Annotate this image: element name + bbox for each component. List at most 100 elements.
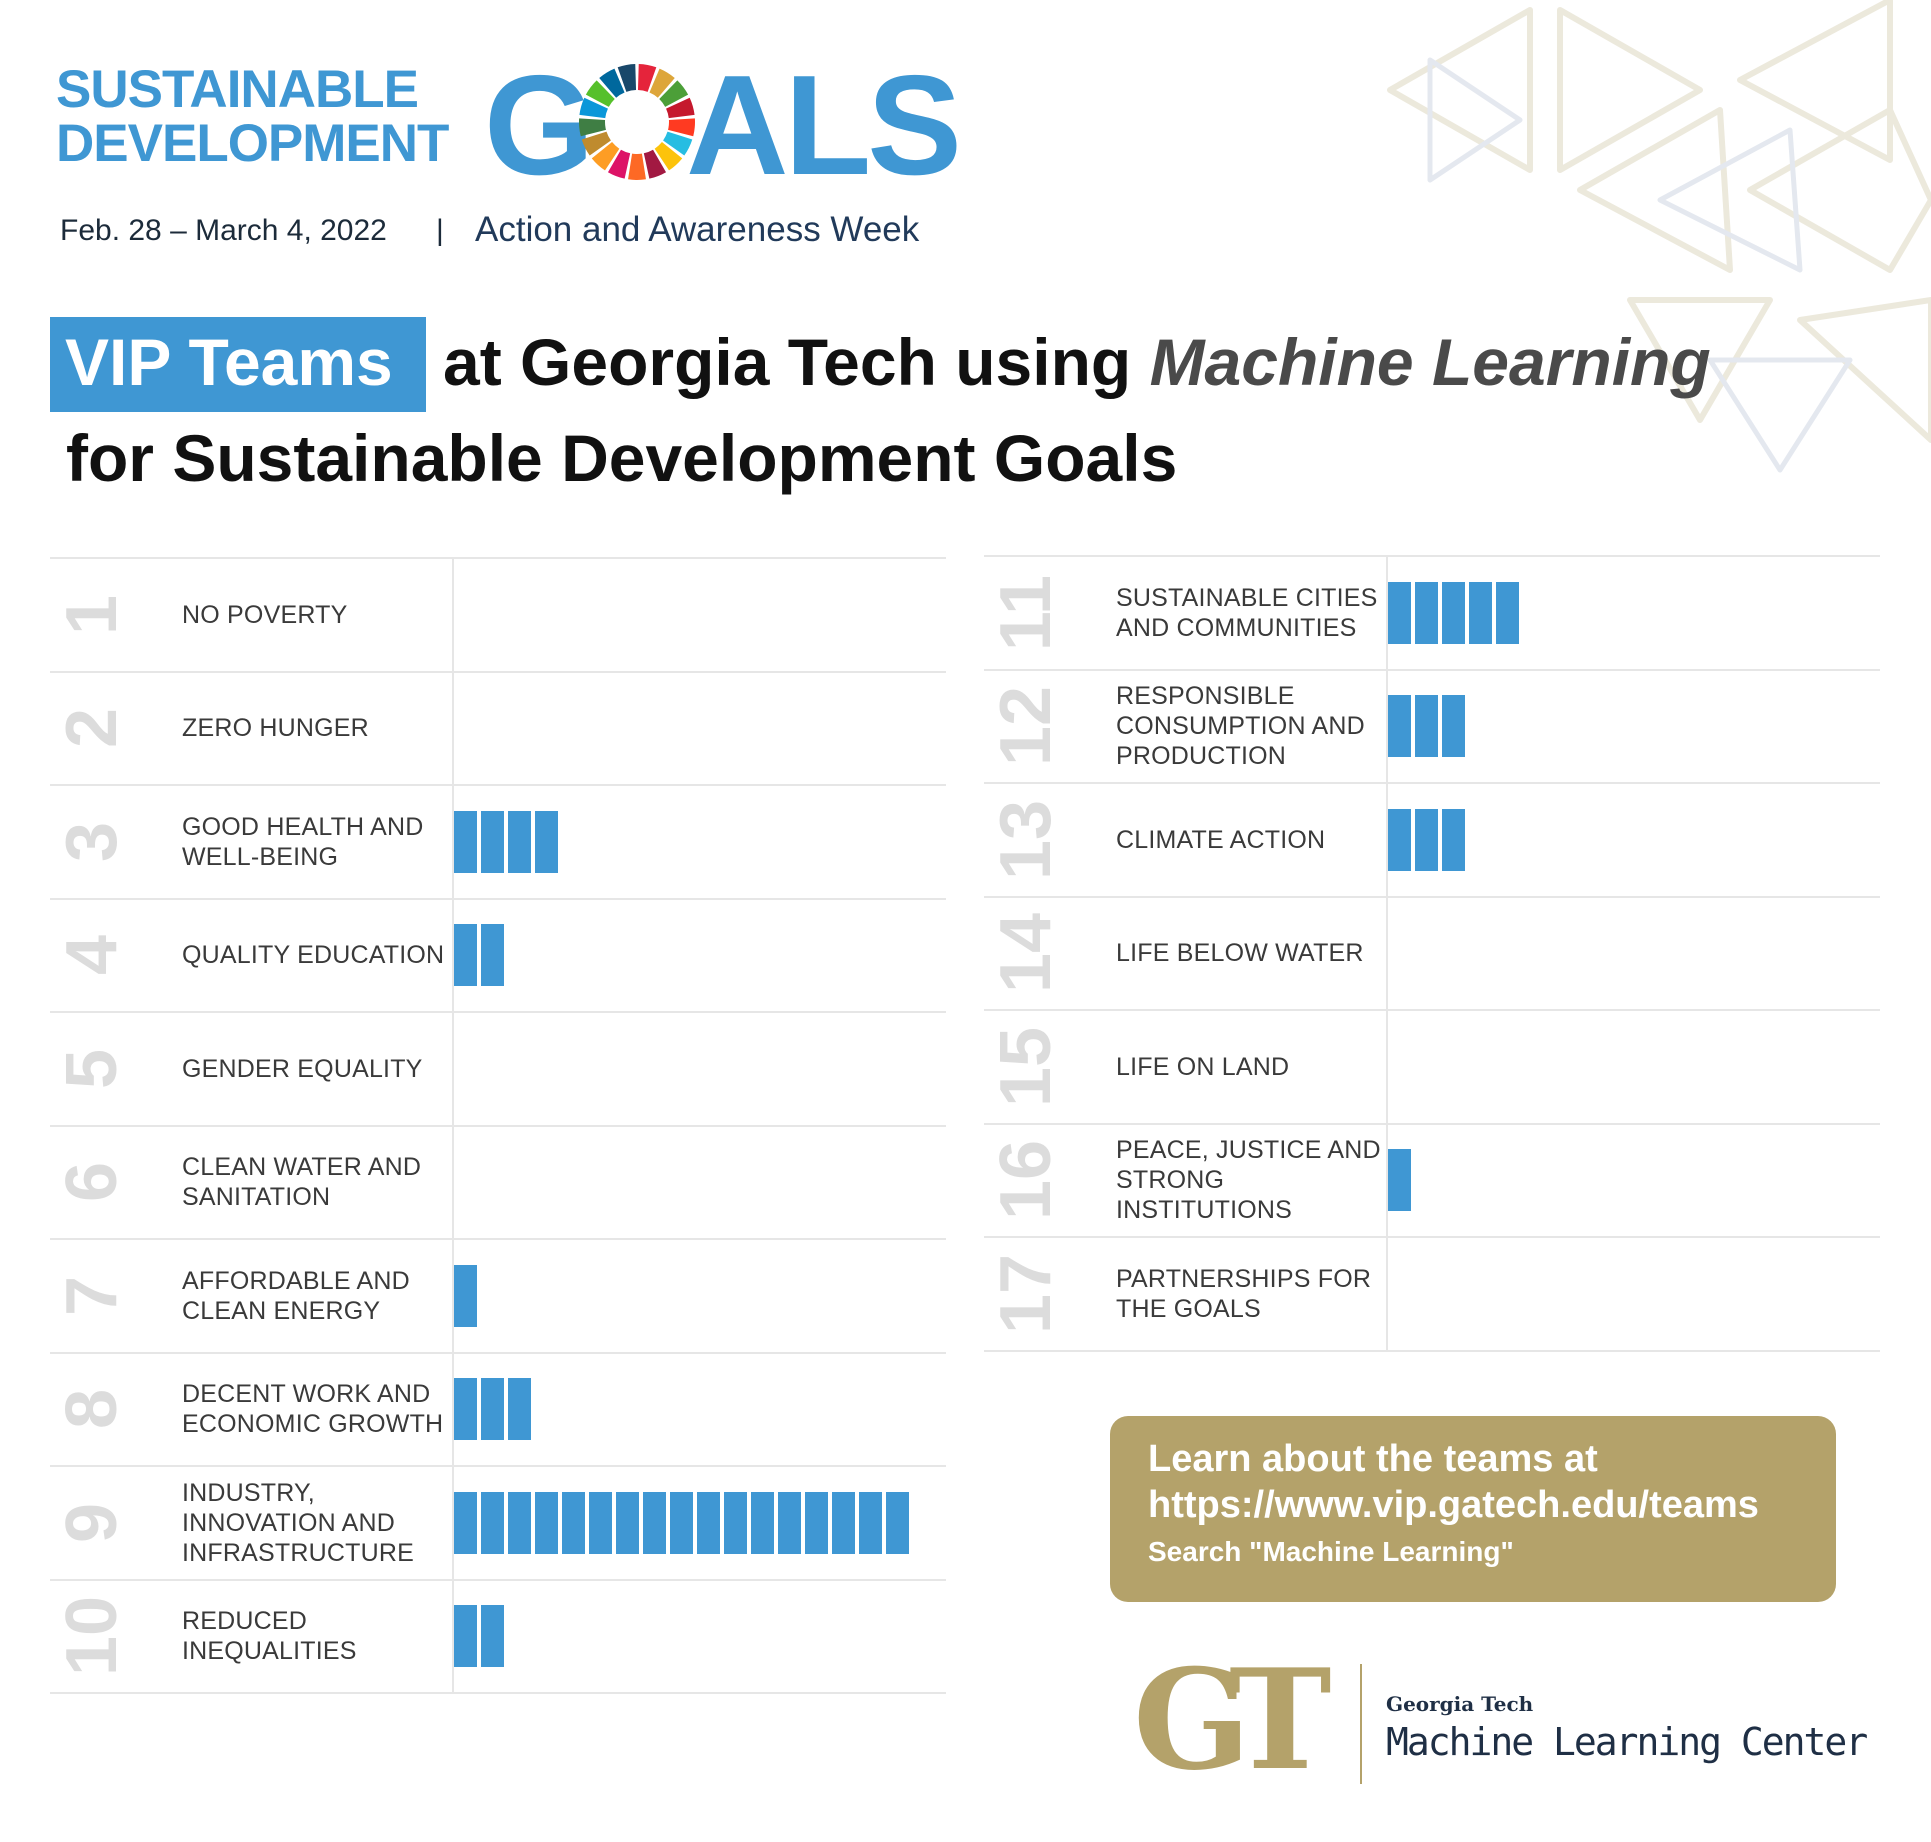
goals-table-left: 1 NO POVERTY 2 ZERO HUNGER 3 GOOD HEALTH AND … xyxy=(50,557,946,1694)
goal-bar-track xyxy=(452,672,948,784)
goal-row: 1 NO POVERTY xyxy=(50,557,946,673)
goal-bar-block xyxy=(1388,808,1413,871)
goal-bar-block xyxy=(1388,695,1413,758)
logo-goals-g: G xyxy=(484,46,594,205)
goal-number: 1 xyxy=(52,594,132,635)
goal-bar-track xyxy=(452,1580,948,1692)
goal-bar-block xyxy=(454,1491,479,1554)
goal-number: 17 xyxy=(986,1253,1066,1334)
goal-label: AFFORDABLE AND CLEAN ENERGY xyxy=(182,1266,410,1325)
wheel-segment xyxy=(617,64,637,92)
goal-label: NO POVERTY xyxy=(182,600,348,629)
page-title-line2: for Sustainable Development Goals xyxy=(66,421,1178,495)
goal-bar-block xyxy=(1442,808,1467,871)
goal-bar-block xyxy=(481,1491,506,1554)
sdg-color-wheel-icon xyxy=(578,64,696,181)
learn-more-box: Learn about the teams at https://www.vip… xyxy=(1110,1416,1836,1602)
goal-bar-block xyxy=(1442,581,1467,644)
wheel-segment xyxy=(654,142,683,171)
goal-bar-block xyxy=(508,810,533,873)
goal-bar-block xyxy=(454,1264,479,1327)
goal-bar-block xyxy=(1388,581,1413,644)
wheel-segment xyxy=(599,68,625,98)
goal-bar-track xyxy=(1386,557,1882,669)
goal-number: 3 xyxy=(52,821,132,862)
cta-line1: Learn about the teams at xyxy=(1148,1438,1598,1480)
wheel-segment xyxy=(659,80,689,107)
goal-bar-track xyxy=(1386,1011,1882,1123)
goal-bar-block xyxy=(670,1491,695,1554)
goal-bar-block xyxy=(1415,695,1440,758)
goal-row: 16 PEACE, JUSTICE AND STRONG INSTITUTIONS xyxy=(984,1124,1882,1238)
goal-number: 15 xyxy=(986,1026,1066,1107)
goal-row: 14 LIFE BELOW WATER xyxy=(984,897,1880,1011)
goal-bar-track xyxy=(452,1240,948,1352)
wheel-segment xyxy=(585,80,615,107)
wheel-segment xyxy=(643,149,667,179)
goal-bar-block xyxy=(481,1378,506,1441)
goal-bar-block xyxy=(535,810,560,873)
goal-bar-track xyxy=(452,786,948,898)
goal-number: 8 xyxy=(52,1389,132,1430)
goal-bar-track xyxy=(452,1467,948,1579)
goal-row: 8 DECENT WORK AND ECONOMIC GROWTH xyxy=(50,1353,948,1467)
goal-bar-track xyxy=(452,1126,948,1238)
wheel-segment xyxy=(579,97,608,119)
goal-bar-block xyxy=(589,1491,614,1554)
wheel-segment xyxy=(649,68,675,98)
goal-bar-block xyxy=(724,1491,749,1554)
title-emphasis: Machine Learning xyxy=(1149,325,1711,399)
goal-label: GENDER EQUALITY xyxy=(182,1054,423,1083)
cta-url-link[interactable]: https://www.vip.gatech.edu/teams xyxy=(1148,1484,1759,1526)
vip-teams-badge: VIP Teams xyxy=(50,317,426,412)
goal-bar-track xyxy=(452,1353,948,1465)
goal-bar-block xyxy=(1388,1149,1413,1212)
goal-bar-block xyxy=(886,1491,911,1554)
event-tagline: Action and Awareness Week xyxy=(475,210,920,249)
goal-row: 12 RESPONSIBLE CONSUMPTION AND PRODUCTION xyxy=(984,670,1880,784)
goal-row: 3 GOOD HEALTH AND WELL-BEING xyxy=(50,786,946,900)
goal-bar-track xyxy=(1386,784,1882,896)
goal-row: 6 CLEAN WATER AND SANITATION xyxy=(50,1126,948,1240)
goal-bar-block xyxy=(751,1491,776,1554)
event-dates: Feb. 28 – March 4, 2022 xyxy=(60,214,387,247)
goal-bar-block xyxy=(454,1378,479,1441)
header-separator: | xyxy=(436,214,444,247)
goal-label: ZERO HUNGER xyxy=(182,714,369,743)
wheel-segment xyxy=(668,118,696,137)
goal-row: 5 GENDER EQUALITY xyxy=(50,1013,946,1127)
footer-center-name: Machine Learning Center xyxy=(1386,1720,1868,1764)
wheel-segment xyxy=(637,64,657,92)
goal-row: 11 SUSTAINABLE CITIES AND COMMUNITIES xyxy=(984,555,1880,671)
goal-bar-block xyxy=(1469,581,1494,644)
goal-bar-block xyxy=(481,810,506,873)
goal-row: 15 LIFE ON LAND xyxy=(984,1011,1880,1125)
goal-bar-block xyxy=(562,1491,587,1554)
goal-row: 4 QUALITY EDUCATION xyxy=(50,899,946,1013)
gt-monogram-logo: GT xyxy=(1133,1660,1333,1790)
goal-number: 9 xyxy=(52,1502,132,1543)
goal-bar-block xyxy=(778,1491,803,1554)
badge-text: VIP Teams xyxy=(65,325,393,399)
title-plain: at Georgia Tech using xyxy=(443,325,1150,399)
goal-row: 17 PARTNERSHIPS FOR THE GOALS xyxy=(984,1238,1880,1352)
goal-label: PARTNERSHIPS FOR THE GOALS xyxy=(1116,1264,1372,1323)
goal-bar-block xyxy=(1442,695,1467,758)
goal-row: 7 AFFORDABLE AND CLEAN ENERGY xyxy=(50,1240,946,1354)
goal-bar-block xyxy=(832,1491,857,1554)
goal-bar-block xyxy=(481,924,506,987)
goal-bar-block xyxy=(454,1605,479,1668)
goal-row: 9 INDUSTRY, INNOVATION AND INFRASTRUCTURE xyxy=(50,1467,946,1581)
goal-number: 4 xyxy=(52,935,132,976)
goal-number: 5 xyxy=(52,1048,132,1089)
goal-row: 13 CLIMATE ACTION xyxy=(984,784,1880,898)
goal-bar-block xyxy=(481,1605,506,1668)
goal-label: QUALITY EDUCATION xyxy=(182,941,445,970)
goal-row: 2 ZERO HUNGER xyxy=(50,672,948,786)
goal-bar-track xyxy=(1386,1124,1882,1236)
goal-label: LIFE ON LAND xyxy=(1116,1052,1290,1081)
wheel-segment xyxy=(607,149,631,179)
footer-org-name: Georgia Tech xyxy=(1386,1692,1534,1716)
goal-number: 10 xyxy=(52,1596,132,1677)
goal-bar-track xyxy=(452,559,948,671)
